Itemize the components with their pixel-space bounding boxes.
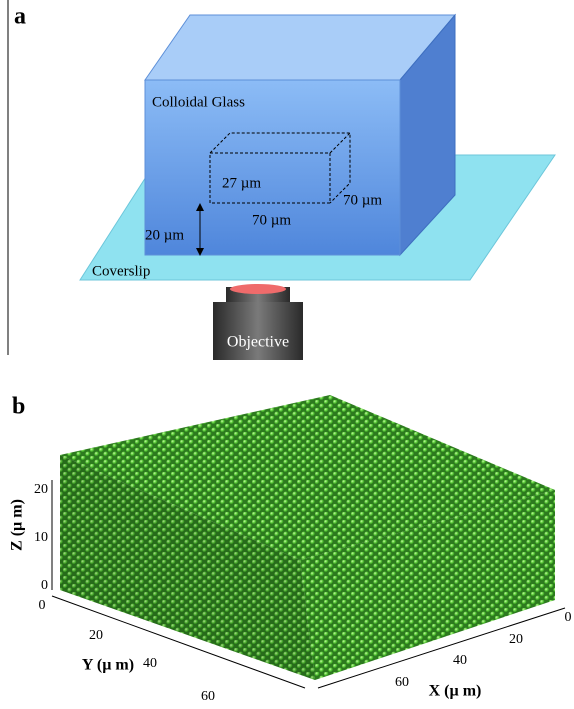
objective-body: [213, 302, 303, 360]
y-axis-label: Y (µ m): [82, 657, 134, 674]
y-tick-label: 0: [39, 598, 46, 613]
y-tick-label: 40: [143, 656, 157, 671]
y-tick-label: 20: [89, 628, 103, 643]
offset-label: 20 µm: [145, 227, 184, 243]
box-label: Colloidal Glass: [152, 94, 245, 110]
z-tick-label: 20: [34, 482, 48, 497]
width-label: 70 µm: [252, 212, 291, 228]
depth-label: 27 µm: [222, 175, 261, 191]
width-label: 70 µm: [343, 192, 382, 208]
panel-label: a: [14, 4, 26, 30]
panel-a: a Colloidal Glass 27 µm 70 µm 70 µm 20 µ…: [8, 0, 555, 360]
objective-lens: [230, 284, 286, 294]
x-tick-label: 20: [509, 632, 523, 647]
x-tick-label: 40: [453, 653, 467, 668]
x-tick-label: 0: [565, 610, 572, 625]
panel-label: b: [12, 394, 25, 420]
x-tick-label: 60: [395, 675, 409, 690]
coverslip-label: Coverslip: [92, 263, 150, 279]
figure: a Colloidal Glass 27 µm 70 µm 70 µm 20 µ…: [0, 0, 574, 709]
x-axis-label: X (µ m): [429, 683, 482, 700]
y-tick-label: 60: [201, 689, 215, 704]
panel-b: b 0 10 20 Z (µ m) 0 20 40 60 Y (µ m) 0 2…: [9, 394, 572, 705]
z-axis-label: Z (µ m): [9, 499, 26, 551]
z-tick-label: 0: [41, 578, 48, 593]
objective-label: Objective: [227, 334, 289, 351]
z-tick-label: 10: [34, 530, 48, 545]
